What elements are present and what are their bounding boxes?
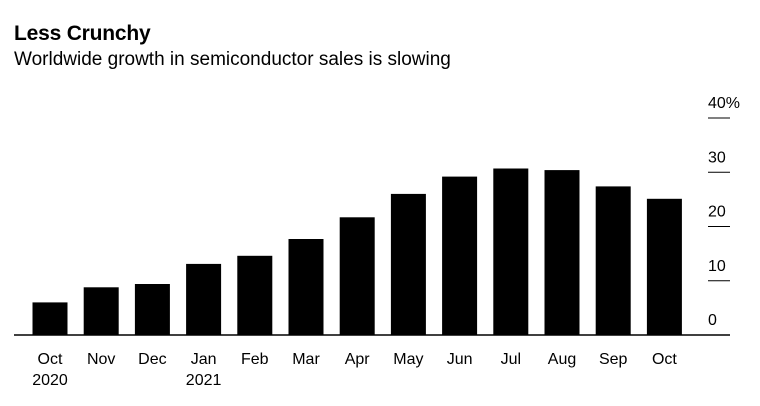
x-tick-label-oct-2020: Oct [38, 351, 63, 368]
x-tick-label-jan-2021: Jan [191, 351, 217, 368]
bar-apr [339, 217, 375, 335]
bar-jun [442, 176, 478, 335]
bar-may [390, 193, 426, 335]
chart-subtitle: Worldwide growth in semiconductor sales … [14, 49, 451, 70]
x-tick-label-mar: Mar [292, 351, 320, 368]
bar-aug [544, 170, 580, 335]
bar-nov [83, 287, 119, 335]
x-tick-label-may: May [393, 351, 423, 368]
x-tick-label-jul: Jul [501, 351, 521, 368]
bar-oct [646, 198, 682, 335]
x-tick-label-sep: Sep [599, 351, 628, 368]
bar-jul [493, 168, 529, 335]
x-tick-label-jan-2021-year: 2021 [186, 372, 222, 389]
bar-oct-2020 [32, 302, 68, 335]
x-tick-label-jun: Jun [447, 351, 473, 368]
bar-dec [134, 284, 170, 335]
bars-group [32, 168, 682, 335]
x-tick-label-apr: Apr [345, 351, 371, 368]
x-tick-label-dec: Dec [138, 351, 166, 368]
x-axis: Oct 2020 Nov Dec Jan 2021 Feb Mar Apr May Jun Jul Au… [32, 351, 677, 389]
bar-sep [595, 186, 631, 335]
bar-mar [288, 239, 324, 335]
bar-feb [237, 255, 273, 335]
y-axis: 0 10 20 30 40% [708, 95, 740, 329]
y-tick-label-20: 20 [708, 204, 726, 221]
x-tick-label-aug: Aug [548, 351, 576, 368]
x-tick-label-oct: Oct [652, 351, 677, 368]
y-tick-label-40: 40% [708, 95, 740, 112]
y-tick-label-0: 0 [708, 312, 717, 329]
y-tick-label-30: 30 [708, 149, 726, 166]
x-tick-label-feb: Feb [241, 351, 269, 368]
x-tick-label-nov: Nov [87, 351, 115, 368]
bar-jan-2021 [186, 263, 222, 335]
y-tick-label-10: 10 [708, 258, 726, 275]
x-tick-label-oct-2020-year: 2020 [32, 372, 68, 389]
chart-title: Less Crunchy [14, 22, 151, 45]
